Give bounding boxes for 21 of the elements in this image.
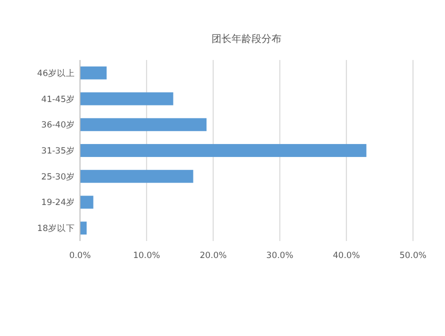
bar (80, 222, 87, 235)
x-tick-label: 50.0% (399, 251, 427, 261)
y-tick-label: 31-35岁 (41, 145, 75, 156)
y-tick-label: 19-24岁 (41, 197, 75, 208)
y-tick-label: 41-45岁 (41, 94, 75, 105)
y-tick-label: 25-30岁 (41, 171, 75, 182)
x-tick-label: 10.0% (133, 251, 160, 261)
chart-title: 团长年龄段分布 (212, 33, 282, 45)
bar (80, 196, 94, 209)
x-tick-label: 40.0% (332, 251, 360, 261)
bar (80, 144, 366, 157)
bar (80, 66, 107, 80)
bar (80, 92, 174, 106)
y-tick-label: 36-40岁 (41, 120, 75, 131)
y-tick-label: 46岁以上 (37, 68, 75, 79)
y-tick-label: 18岁以下 (37, 223, 75, 234)
x-tick-label: 30.0% (266, 251, 294, 261)
x-tick-label: 20.0% (200, 251, 227, 261)
x-tick-label: 0.0% (69, 251, 91, 261)
bar (80, 170, 194, 183)
bar (80, 118, 207, 132)
